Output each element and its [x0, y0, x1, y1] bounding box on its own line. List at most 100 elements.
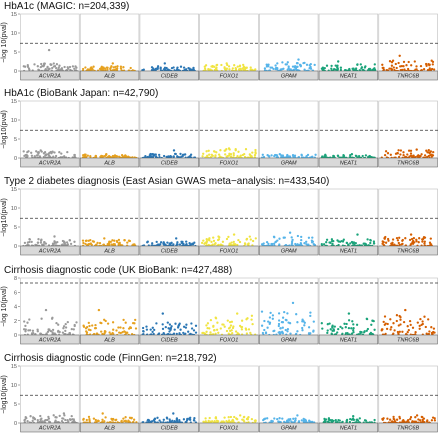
data-point: [89, 242, 93, 245]
data-point: [87, 243, 90, 246]
data-point: [309, 62, 312, 66]
data-point: [409, 416, 413, 419]
data-point: [373, 328, 376, 331]
data-point: [303, 324, 306, 327]
data-point: [230, 320, 234, 323]
data-point: [152, 332, 155, 336]
data-point: [328, 322, 331, 325]
data-point: [411, 326, 415, 329]
panel-title: Cirrhosis diagnostic code (FinnGen: n=21…: [4, 353, 217, 364]
data-point: [349, 154, 352, 157]
data-point: [324, 154, 327, 157]
data-point: [415, 148, 418, 151]
data-point: [383, 153, 387, 157]
data-point: [265, 240, 269, 244]
data-point: [276, 417, 279, 421]
data-point: [100, 330, 103, 333]
data-point: [88, 419, 91, 422]
data-point: [418, 327, 421, 330]
data-point: [402, 418, 405, 422]
data-point: [217, 331, 220, 334]
data-point: [73, 153, 76, 157]
data-point: [290, 420, 293, 423]
data-point: [404, 237, 407, 240]
data-point: [190, 322, 193, 325]
gene-strip: [318, 157, 379, 168]
data-point: [387, 239, 390, 242]
data-point: [39, 414, 42, 418]
y-tick-label: 8: [14, 276, 17, 282]
data-point: [421, 320, 424, 323]
data-point: [303, 242, 306, 245]
data-point: [113, 239, 116, 242]
data-point: [22, 150, 25, 153]
data-point: [331, 242, 334, 246]
gene-strip: [20, 422, 80, 433]
data-point: [57, 66, 60, 69]
data-point: [187, 330, 190, 333]
data-point: [61, 417, 64, 420]
data-point: [103, 420, 106, 423]
data-point: [341, 327, 344, 330]
data-point: [400, 243, 403, 246]
facet-frame: [318, 277, 379, 336]
data-point: [185, 323, 188, 326]
data-point: [342, 238, 345, 241]
data-point: [175, 419, 179, 422]
data-point: [211, 64, 214, 68]
data-point: [152, 419, 156, 422]
data-point: [58, 151, 61, 154]
data-point: [344, 326, 347, 329]
data-point: [409, 323, 412, 327]
data-point: [178, 243, 182, 246]
facet-frame: [139, 365, 199, 424]
data-point: [411, 240, 414, 244]
y-tick-label: 5: [14, 225, 17, 231]
data-point: [314, 153, 317, 156]
data-point: [214, 332, 217, 335]
data-point: [225, 329, 229, 333]
data-point: [423, 154, 427, 157]
data-point: [338, 419, 341, 422]
facet-frame: [318, 100, 379, 159]
gene-label: GPAM: [281, 249, 297, 255]
data-point: [112, 328, 115, 331]
data-point: [116, 67, 119, 70]
data-point: [61, 68, 64, 72]
data-point: [194, 324, 198, 327]
data-point: [288, 322, 292, 325]
data-point: [73, 323, 76, 327]
data-point: [331, 420, 334, 423]
data-point: [269, 311, 272, 315]
data-point: [212, 329, 216, 332]
data-point: [161, 327, 165, 331]
data-point: [30, 151, 33, 154]
data-point: [420, 153, 423, 156]
data-point: [389, 328, 392, 331]
data-point: [340, 239, 343, 243]
gene-label: NEAT1: [340, 426, 357, 432]
data-point: [174, 322, 177, 325]
data-point: [269, 66, 272, 69]
data-point: [345, 322, 348, 326]
data-point: [332, 154, 335, 158]
data-point: [208, 153, 211, 156]
data-point: [365, 329, 368, 332]
data-point: [57, 68, 60, 71]
data-point: [242, 68, 246, 71]
data-point: [380, 328, 384, 331]
data-point: [296, 414, 299, 417]
data-point: [383, 237, 386, 240]
data-point: [32, 417, 35, 420]
data-point: [237, 150, 240, 153]
data-point: [69, 242, 73, 246]
data-point: [83, 155, 87, 159]
data-point: [100, 154, 103, 158]
data-point: [303, 68, 306, 71]
data-point: [279, 68, 282, 71]
data-point: [278, 237, 281, 240]
data-point: [372, 319, 375, 323]
gene-strip: [79, 245, 140, 256]
data-point: [47, 417, 51, 420]
data-point: [65, 241, 69, 244]
